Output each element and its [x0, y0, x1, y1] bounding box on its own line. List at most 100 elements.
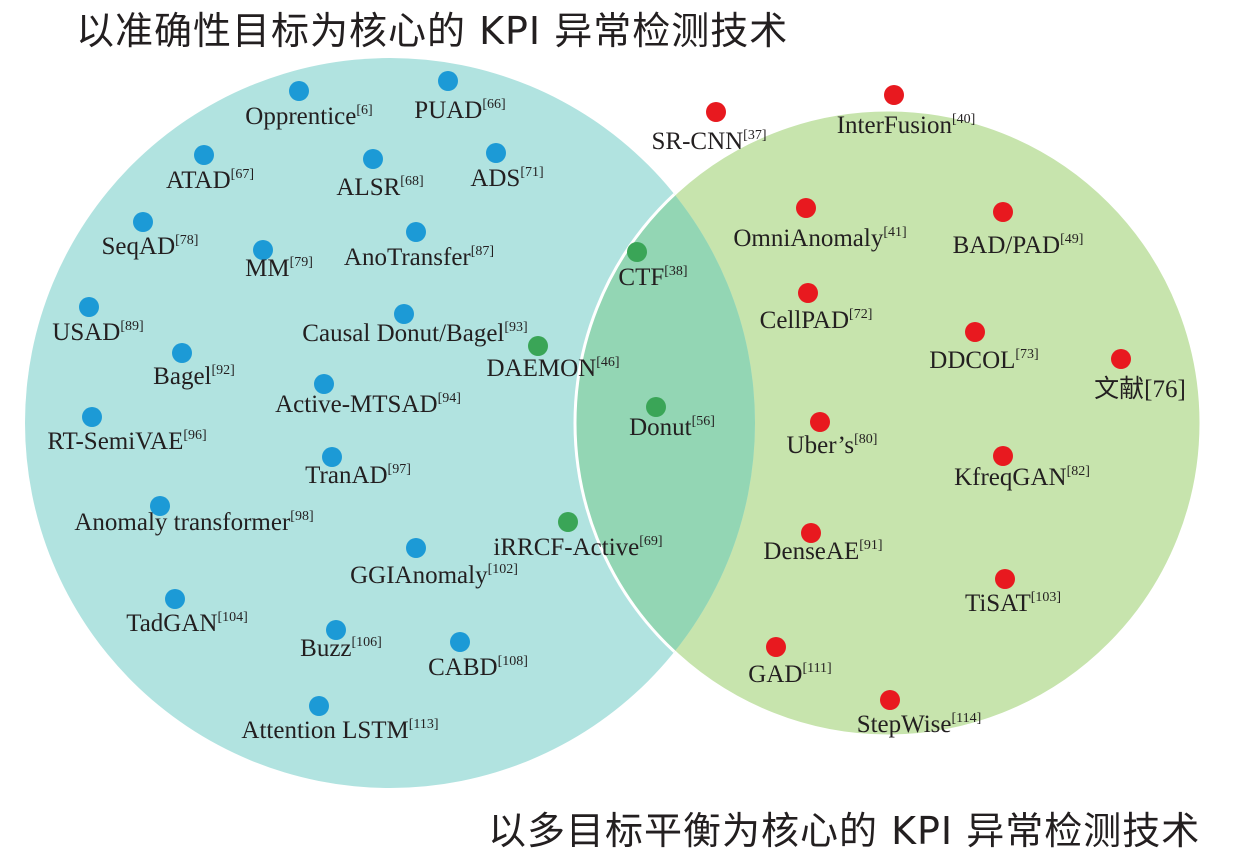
method-name: USAD	[52, 319, 121, 346]
multi-objective-circle-outline	[573, 108, 755, 738]
method-label: GAD[111]	[748, 661, 832, 688]
method-marker-dot	[253, 240, 273, 260]
method-reference: [89]	[120, 319, 144, 334]
method-marker-dot	[363, 149, 383, 169]
method-label: CABD[108]	[428, 654, 528, 681]
method-marker-dot	[79, 297, 99, 317]
method-name: DDCOL	[929, 347, 1016, 374]
method-name: RT-SemiVAE	[47, 428, 184, 455]
method-name: KfreqGAN	[954, 464, 1067, 491]
method-marker-dot	[884, 85, 904, 105]
method-label: Causal Donut/Bagel[93]	[302, 320, 528, 347]
method-reference: [40]	[951, 112, 976, 127]
method-reference: [73]	[1015, 347, 1039, 362]
method-marker-dot	[172, 343, 192, 363]
method-marker-dot	[450, 632, 470, 652]
method-reference: [78]	[175, 233, 199, 248]
method-label: Donut[56]	[629, 414, 715, 441]
method-marker-dot	[993, 446, 1013, 466]
method-reference: [82]	[1066, 464, 1090, 479]
method-label: PUAD[66]	[414, 97, 506, 124]
method-reference: [94]	[437, 391, 461, 406]
accuracy-circle	[25, 58, 755, 788]
method-label: TadGAN[104]	[126, 610, 248, 637]
method-name: MM	[245, 255, 290, 282]
method-name: AnoTransfer	[343, 244, 471, 271]
method-marker-dot	[796, 198, 816, 218]
method-name: GAD	[748, 661, 803, 688]
method-marker-dot	[322, 447, 342, 467]
method-reference: [111]	[802, 661, 832, 676]
method-reference: [98]	[290, 509, 314, 524]
method-name: Buzz	[300, 635, 352, 662]
method-label: Attention LSTM[113]	[241, 717, 439, 744]
method-name: TranAD	[305, 462, 388, 489]
method-label: InterFusion[40]	[836, 112, 976, 139]
method-name: 文献[76]	[1094, 376, 1186, 403]
method-marker-dot	[810, 412, 830, 432]
method-label: USAD[89]	[52, 319, 144, 346]
method-name: DenseAE	[763, 538, 860, 565]
method-name: InterFusion	[836, 112, 952, 139]
method-reference: [106]	[351, 635, 382, 650]
method-label: Uber’s[80]	[786, 432, 878, 459]
method-label: Anomaly transformer[98]	[74, 509, 314, 536]
method-label: CellPAD[72]	[760, 308, 873, 334]
method-name: iRRCF-Active	[493, 534, 640, 561]
method-reference: [97]	[387, 462, 411, 477]
method-marker-dot	[801, 523, 821, 543]
method-marker-dot	[558, 512, 578, 532]
method-reference: [113]	[408, 717, 439, 732]
method-marker-dot	[165, 589, 185, 609]
method-reference: [6]	[356, 103, 373, 118]
method-marker-dot	[406, 538, 426, 558]
method-name: GGIAnomaly	[350, 562, 488, 589]
method-marker-dot	[82, 407, 102, 427]
method-name: OmniAnomaly	[733, 225, 884, 252]
method-reference: [104]	[217, 610, 248, 625]
method-name: Anomaly transformer	[74, 509, 291, 536]
method-reference: [71]	[520, 165, 544, 180]
method-label: TranAD[97]	[305, 462, 411, 489]
method-reference: [80]	[854, 432, 878, 447]
method-marker-dot	[289, 81, 309, 101]
method-label: RT-SemiVAE[96]	[47, 428, 207, 455]
method-reference: [93]	[504, 320, 528, 335]
method-marker-dot	[528, 336, 548, 356]
method-reference: [96]	[183, 428, 207, 443]
method-label: KfreqGAN[82]	[954, 464, 1090, 491]
method-reference: [68]	[400, 174, 424, 189]
method-name: Attention LSTM	[241, 717, 409, 744]
method-marker-dot	[406, 222, 426, 242]
method-name: CTF	[618, 264, 665, 291]
method-reference: [66]	[482, 97, 506, 112]
method-label: DenseAE[91]	[763, 538, 883, 565]
method-reference: [46]	[596, 355, 620, 370]
method-marker-dot	[993, 202, 1013, 222]
method-reference: [49]	[1060, 232, 1084, 247]
method-reference: [91]	[859, 538, 883, 553]
method-reference: [114]	[951, 711, 982, 726]
method-marker-dot	[995, 569, 1015, 589]
method-marker-dot	[394, 304, 414, 324]
method-reference: [69]	[639, 534, 663, 549]
method-name: ATAD	[166, 167, 231, 194]
method-name: ADS	[470, 165, 521, 192]
method-name: CABD	[428, 654, 498, 681]
method-name: StepWise	[856, 711, 952, 738]
method-label: DDCOL[73]	[929, 347, 1039, 374]
method-reference: [41]	[883, 225, 907, 240]
method-marker-dot	[627, 242, 647, 262]
method-marker-dot	[1111, 349, 1131, 369]
method-label: AnoTransfer[87]	[343, 244, 494, 271]
method-marker-dot	[880, 690, 900, 710]
method-name: Donut	[629, 414, 692, 441]
method-name: Uber’s	[786, 432, 855, 459]
method-marker-dot	[798, 283, 818, 303]
top-title: 以准确性目标为核心的 KPI 异常检测技术	[76, 9, 789, 53]
method-reference: [38]	[664, 264, 688, 279]
method-marker-dot	[965, 322, 985, 342]
method-label: ADS[71]	[470, 165, 544, 192]
